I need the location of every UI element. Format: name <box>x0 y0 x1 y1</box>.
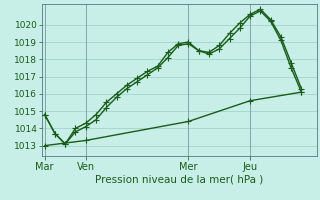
X-axis label: Pression niveau de la mer( hPa ): Pression niveau de la mer( hPa ) <box>95 174 263 184</box>
